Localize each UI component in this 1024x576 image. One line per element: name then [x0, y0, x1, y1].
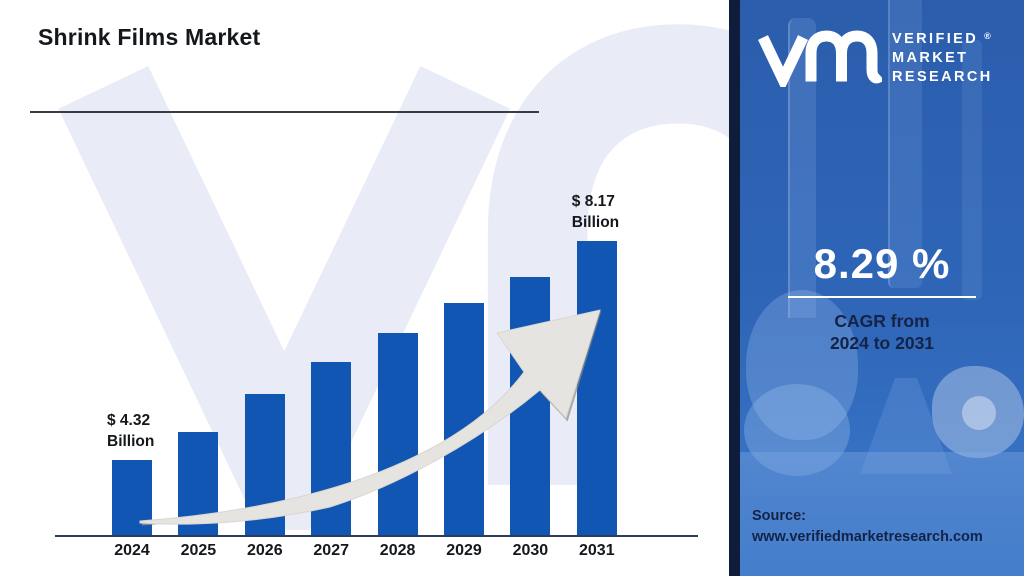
x-tick-2031: 2031	[579, 542, 615, 559]
bar-2027	[311, 362, 352, 535]
chart-area: Shrink Films Market 2024 2025 2026 2027 2028…	[30, 24, 730, 559]
bar-2030	[510, 277, 551, 535]
brand-name: VERIFIED ® MARKET RESEARCH	[892, 30, 993, 87]
x-axis	[55, 535, 698, 537]
flower-core-decor	[962, 396, 996, 430]
brand-line-1: VERIFIED	[892, 31, 979, 47]
bar-2029	[444, 303, 484, 535]
title-underline	[30, 111, 539, 113]
value-label-2031: $ 8.17 Billion	[571, 192, 620, 232]
value-label-2024: $ 4.32 Billion	[107, 411, 155, 451]
flower-decor	[932, 366, 1024, 458]
x-tick-2027: 2027	[313, 542, 349, 559]
x-tick-2025: 2025	[180, 542, 217, 559]
table-surface	[740, 452, 1024, 576]
bar-2026	[244, 394, 285, 535]
cagr-caption: CAGR from 2024 to 2031	[740, 310, 1024, 354]
bar-2024	[112, 460, 152, 535]
x-tick-2029: 2029	[446, 542, 482, 559]
x-tick-2026: 2026	[247, 542, 283, 559]
brand-line-3: RESEARCH	[892, 69, 993, 85]
glass-cylinder	[888, 0, 922, 288]
cagr-caption-line-1: CAGR from	[834, 311, 930, 331]
page-title: Shrink Films Market	[38, 24, 261, 50]
bar-2031	[576, 241, 617, 535]
x-tick-2028: 2028	[379, 542, 416, 559]
cagr-value: 8.29 %	[813, 240, 951, 287]
bar-2028	[377, 333, 418, 535]
brand-logo: VERIFIED ® MARKET RESEARCH	[756, 24, 993, 87]
cagr-block: 8.29 % CAGR from 2024 to 2031	[740, 240, 1024, 354]
cagr-underline	[788, 296, 976, 298]
vmr-logo-icon	[758, 30, 882, 87]
source-url-link[interactable]: www.verifiedmarketresearch.com	[752, 529, 983, 545]
cagr-caption-line-2: 2024 to 2031	[829, 333, 935, 353]
brand-line-2: MARKET	[892, 50, 969, 66]
glass-cylinder-2	[962, 40, 982, 300]
glass-bowl	[744, 384, 850, 476]
glass-flask-bulb	[746, 290, 858, 440]
source-label: Source:	[752, 508, 806, 524]
x-tick-2024: 2024	[114, 542, 150, 559]
x-tick-2030: 2030	[512, 542, 549, 559]
source-block: Source: www.verifiedmarketresearch.com	[752, 506, 983, 548]
plot-area: 2024 2025 2026 2027 2028 2029 2030 2031 $ 4.32 Bi…	[55, 193, 700, 559]
panel-divider	[729, 0, 740, 576]
brand-panel: VERIFIED ® MARKET RESEARCH 8.29 % CAGR fr…	[740, 0, 1024, 576]
registered-mark: ®	[984, 31, 991, 41]
